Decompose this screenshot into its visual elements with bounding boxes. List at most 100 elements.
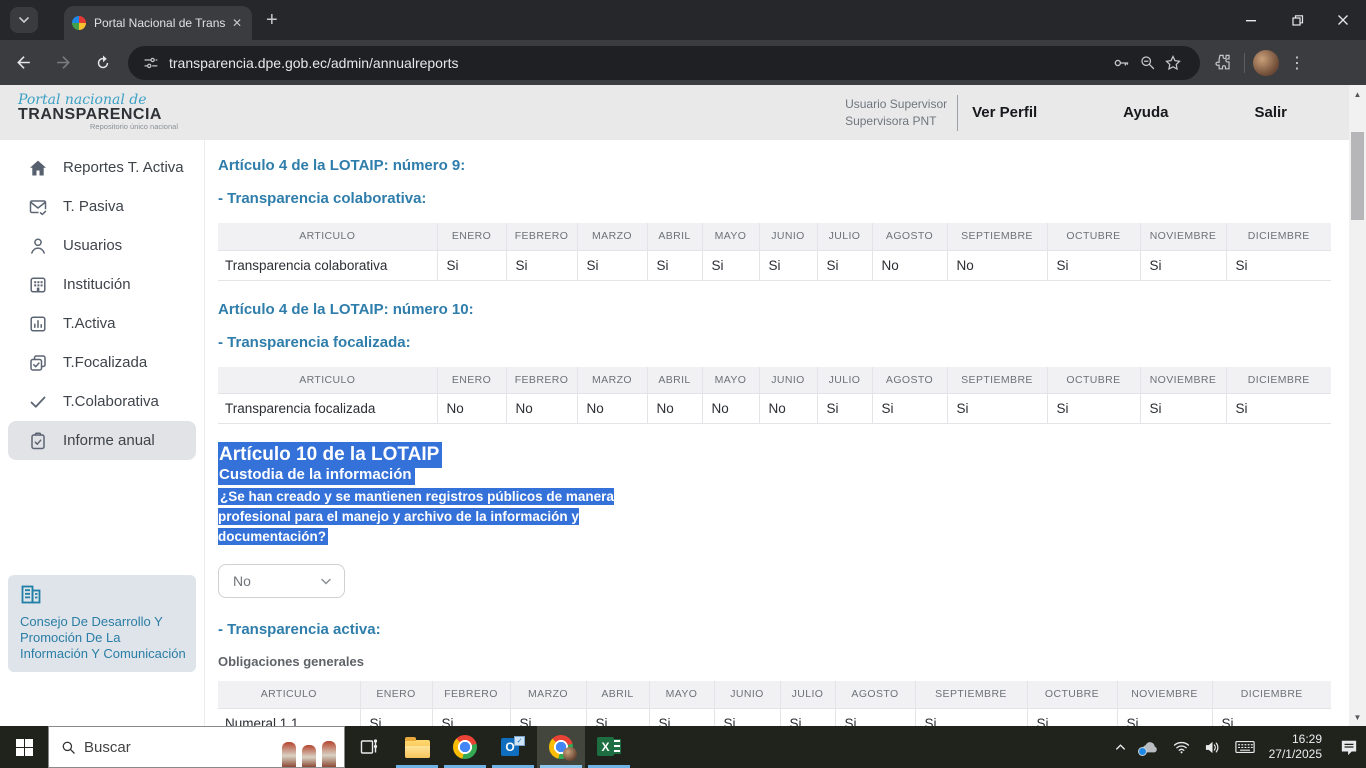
logo-main-text: TRANSPARENCIA	[18, 106, 162, 123]
column-header: ABRIL	[585, 681, 649, 708]
window-close-button[interactable]	[1320, 0, 1366, 40]
chrome-button[interactable]	[441, 726, 489, 768]
month-value-cell: Si	[1046, 393, 1140, 424]
column-header: ENERO	[359, 681, 432, 708]
chevron-down-icon	[321, 578, 331, 585]
column-header: ENERO	[436, 223, 506, 250]
month-value-cell: Si	[1046, 249, 1140, 281]
browser-tab[interactable]: Portal Nacional de Transparenc ✕	[64, 6, 252, 40]
zoom-icon[interactable]	[1134, 50, 1160, 76]
copy-check-icon	[30, 354, 46, 371]
bookmark-star-icon[interactable]	[1160, 50, 1186, 76]
month-value-cell: Si	[359, 707, 432, 726]
back-button[interactable]	[6, 46, 40, 80]
clock-date: 27/1/2025	[1268, 747, 1322, 761]
section2-subheading: - Transparencia focalizada:	[218, 333, 411, 351]
sidebar-item-t-activa[interactable]: T.Activa	[8, 304, 196, 343]
month-value-cell: Si	[713, 707, 780, 726]
extensions-puzzle-icon[interactable]	[1210, 50, 1236, 76]
touch-keyboard-icon[interactable]	[1234, 740, 1255, 754]
colaborativa-table: ARTICULO ENERO FEBRERO MARZO ABRIL MAYO JUNIO J…	[218, 223, 1331, 281]
search-icon	[62, 741, 75, 754]
archive-building-icon	[21, 585, 41, 604]
outlook-button[interactable]: O ✓	[489, 726, 537, 768]
month-value-cell: Si	[1211, 707, 1331, 726]
sidebar-item-t-colaborativa[interactable]: T.Colaborativa	[8, 382, 196, 421]
month-value-cell: Si	[871, 393, 947, 424]
month-value-cell: Si	[816, 249, 872, 281]
month-value-cell: Si	[1225, 393, 1331, 424]
browser-tab-strip: Portal Nacional de Transparenc ✕ +	[0, 0, 1366, 40]
address-bar[interactable]: transparencia.dpe.gob.ec/admin/annualrep…	[128, 45, 1200, 80]
user-role: Supervisora PNT	[845, 113, 937, 128]
tray-chevron-up-icon[interactable]	[1114, 741, 1127, 754]
sidebar-item-t-focalizada[interactable]: T.Focalizada	[8, 343, 196, 382]
focalizada-table: ARTICULO ENERO FEBRERO MARZO ABRIL MAYO JUNIO J…	[218, 366, 1331, 424]
onedrive-icon[interactable]	[1137, 740, 1159, 756]
taskbar-clock[interactable]: 16:29 27/1/2025	[1269, 732, 1322, 762]
month-value-cell: Si	[914, 707, 1027, 726]
column-header: JUNIO	[713, 681, 780, 708]
page-scrollbar[interactable]: ▲ ▼	[1349, 85, 1366, 726]
menu-ver-perfil[interactable]: Ver Perfil	[972, 104, 1038, 121]
sidebar-item-label: T.Colaborativa	[63, 393, 159, 410]
task-view-button[interactable]	[345, 726, 393, 768]
taskbar-search[interactable]	[48, 726, 345, 768]
section3-subheading: - Transparencia activa:	[218, 621, 381, 638]
sidebar-item-institucion[interactable]: Institución	[8, 265, 196, 304]
column-header: ENERO	[436, 366, 506, 394]
sidebar-item-t-pasiva[interactable]: T. Pasiva	[8, 187, 196, 226]
windows-taskbar: O✓ X 16:29 27/1/2025	[0, 726, 1366, 768]
table-row: Transparencia focalizada No No No No No No Si Si…	[218, 393, 1331, 424]
chrome-icon	[453, 735, 477, 759]
column-header: DICIEMBRE	[1225, 223, 1331, 250]
chrome-profile-button[interactable]	[537, 726, 585, 768]
column-header: AGOSTO	[871, 223, 947, 250]
selected-article-subtitle: Custodia de la información	[218, 465, 415, 485]
password-key-icon[interactable]	[1108, 50, 1134, 76]
month-value-cell: No	[646, 393, 702, 424]
month-value-cell: Si	[1139, 393, 1226, 424]
wifi-icon[interactable]	[1173, 740, 1190, 754]
column-header: JUNIO	[758, 366, 817, 394]
file-explorer-icon	[404, 736, 430, 758]
forward-button[interactable]	[46, 46, 80, 80]
action-center-icon[interactable]	[1340, 739, 1358, 756]
table-row: Transparencia colaborativa Si Si Si Si Si Si Si…	[218, 249, 1331, 281]
volume-icon[interactable]	[1204, 740, 1221, 755]
column-header: OCTUBRE	[1046, 366, 1140, 394]
scroll-up-arrow[interactable]: ▲	[1353, 89, 1362, 99]
menu-ayuda[interactable]: Ayuda	[1123, 104, 1169, 121]
scrollbar-thumb[interactable]	[1351, 132, 1364, 220]
month-value-cell: No	[758, 393, 817, 424]
answer-dropdown[interactable]: No	[218, 564, 345, 598]
column-header: JUNIO	[758, 223, 817, 250]
new-tab-button[interactable]: +	[266, 9, 278, 31]
scroll-down-arrow[interactable]: ▼	[1353, 712, 1362, 722]
reload-button[interactable]	[86, 46, 120, 80]
tab-close-icon[interactable]: ✕	[232, 16, 243, 30]
browser-menu-icon[interactable]: ⋮	[1289, 54, 1305, 72]
site-settings-icon[interactable]	[142, 54, 159, 71]
file-explorer-button[interactable]	[393, 726, 441, 768]
sidebar-item-label: Usuarios	[63, 237, 123, 254]
sidebar-item-usuarios[interactable]: Usuarios	[8, 226, 196, 265]
search-input[interactable]	[84, 738, 214, 756]
start-button[interactable]	[0, 726, 48, 768]
sidebar-item-reportes-t-activa[interactable]: Reportes T. Activa	[8, 148, 196, 187]
column-header: FEBRERO	[505, 223, 577, 250]
column-header: AGOSTO	[871, 366, 947, 394]
menu-salir[interactable]: Salir	[1254, 104, 1287, 121]
month-value-cell: Si	[436, 249, 506, 281]
window-minimize-button[interactable]	[1228, 0, 1274, 40]
excel-button[interactable]: X	[585, 726, 633, 768]
column-header: ARTICULO	[218, 366, 437, 394]
windows-logo-icon	[15, 738, 33, 756]
month-value-cell: Si	[431, 707, 510, 726]
column-header: NOVIEMBRE	[1116, 681, 1212, 708]
profile-avatar[interactable]	[1253, 49, 1279, 76]
page: Portal nacional de TRANSPARENCIA Reposit…	[0, 85, 1366, 726]
sidebar-item-informe-anual[interactable]: Informe anual	[8, 421, 196, 460]
window-restore-button[interactable]	[1274, 0, 1320, 40]
tab-search-button[interactable]	[10, 7, 38, 33]
